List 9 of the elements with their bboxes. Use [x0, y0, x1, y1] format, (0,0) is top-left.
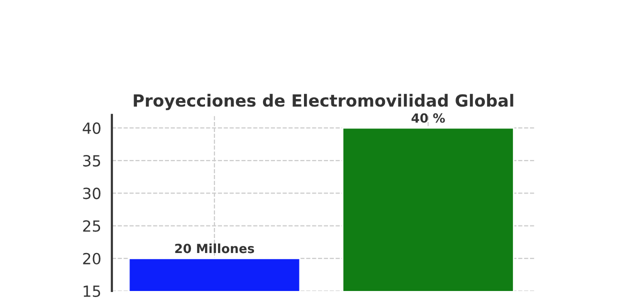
- y-tick-label: 15: [84, 286, 100, 298]
- y-tick-label: 40: [82, 122, 100, 134]
- y-tick-label: 20: [83, 252, 100, 264]
- data-label: 20 Millones: [175, 244, 254, 254]
- y-tick-label: 35: [83, 155, 100, 167]
- chart-title: Proyecciones de Electromovilidad Global: [134, 94, 514, 110]
- y-tick-label: 25: [83, 220, 100, 232]
- data-label: 40 %: [412, 113, 445, 123]
- y-tick-label: 30: [83, 188, 100, 200]
